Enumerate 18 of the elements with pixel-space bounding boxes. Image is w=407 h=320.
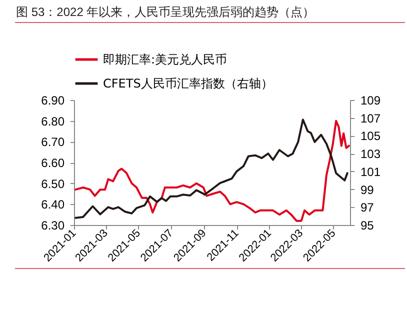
legend-label: CFETS人民币汇率指数（右轴）	[103, 76, 273, 90]
y-tick-label: 6.50	[41, 176, 65, 191]
y2-tick-label: 99	[360, 182, 374, 197]
y2-tick-label: 109	[360, 94, 381, 108]
y-tick-label: 6.40	[41, 198, 65, 212]
legend-label: 即期汇率:美元兑人民币	[103, 52, 228, 66]
y-tick-label: 6.70	[41, 135, 65, 150]
y-tick-label: 6.90	[41, 94, 65, 108]
y-tick-label: 6.80	[41, 114, 65, 128]
y2-tick-label: 103	[360, 147, 381, 162]
y2-tick-label: 95	[360, 218, 374, 232]
y2-tick-label: 101	[360, 164, 381, 179]
y2-tick-label: 105	[360, 129, 381, 144]
y-tick-label: 6.60	[41, 156, 65, 170]
y2-tick-label: 97	[360, 200, 374, 215]
y2-tick-label: 107	[360, 111, 381, 126]
y-tick-label: 6.30	[41, 218, 65, 232]
chart-title: 图 53：2022 年以来，人民币呈现先强后弱的趋势（点）	[15, 4, 316, 21]
